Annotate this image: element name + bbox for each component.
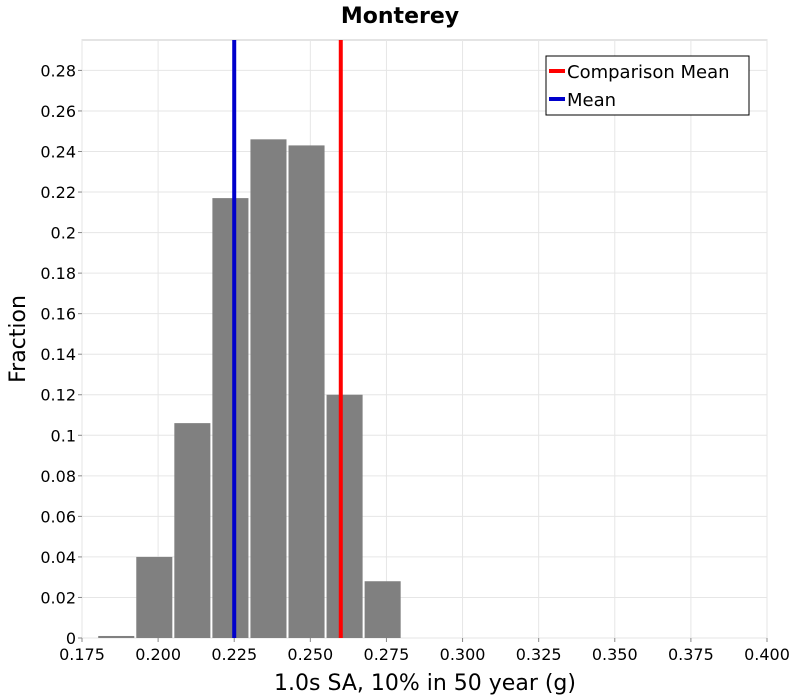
- x-tick-label: 0.275: [364, 645, 410, 664]
- legend-label: Mean: [567, 90, 616, 111]
- y-tick-label: 0.06: [40, 507, 76, 526]
- histogram-bar: [174, 423, 211, 638]
- histogram-bar: [326, 394, 363, 638]
- y-tick-label: 0.26: [40, 102, 76, 121]
- legend-box: [545, 55, 750, 116]
- y-tick-label: 0.18: [40, 264, 76, 283]
- x-tick-label: 0.325: [516, 645, 562, 664]
- legend-label: Comparison Mean: [567, 62, 730, 83]
- histogram-bar: [288, 145, 325, 639]
- y-tick-label: 0.04: [40, 548, 76, 567]
- histogram-bar: [98, 635, 135, 638]
- y-axis-ticks: 0 0.02 0.04 0.06 0.08 0.1 0.12 0.14 0.16 0.18 0.2 0…: [40, 61, 82, 648]
- x-tick-label: 0.200: [135, 645, 181, 664]
- histogram-bars: [98, 139, 401, 639]
- x-tick-label: 0.375: [668, 645, 714, 664]
- y-tick-label: 0: [66, 629, 76, 648]
- x-tick-label: 0.300: [440, 645, 486, 664]
- chart-title: Monterey: [341, 4, 459, 29]
- y-tick-label: 0.14: [40, 345, 76, 364]
- histogram-bar: [212, 198, 249, 639]
- x-tick-label: 0.250: [287, 645, 333, 664]
- y-tick-label: 0.08: [40, 467, 76, 486]
- y-tick-label: 0.16: [40, 305, 76, 324]
- y-tick-label: 0.1: [51, 426, 76, 445]
- histogram-bar: [364, 581, 401, 638]
- x-tick-label: 0.350: [592, 645, 638, 664]
- x-axis-ticks: 0.175 0.200 0.225 0.250 0.275 0.300 0.325 0.350…: [59, 638, 790, 664]
- x-tick-label: 0.400: [744, 645, 790, 664]
- x-axis-label: 1.0s SA, 10% in 50 year (g): [274, 671, 576, 696]
- y-tick-label: 0.02: [40, 588, 76, 607]
- histogram-bar: [250, 139, 287, 639]
- y-axis-label: Fraction: [6, 295, 31, 383]
- y-tick-label: 0.28: [40, 61, 76, 80]
- y-tick-label: 0.12: [40, 386, 76, 405]
- histogram-bar: [136, 556, 173, 638]
- x-tick-label: 0.225: [211, 645, 257, 664]
- x-tick-label: 0.175: [59, 645, 105, 664]
- y-tick-label: 0.24: [40, 142, 76, 161]
- y-tick-label: 0.2: [51, 224, 76, 243]
- reference-lines: [232, 40, 343, 638]
- legend: Comparison Mean Mean: [545, 55, 750, 116]
- y-tick-label: 0.22: [40, 183, 76, 202]
